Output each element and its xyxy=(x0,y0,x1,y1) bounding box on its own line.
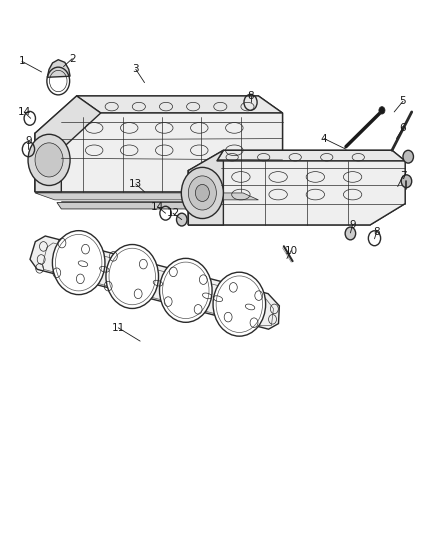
Text: 4: 4 xyxy=(321,134,328,143)
Circle shape xyxy=(213,272,265,336)
Polygon shape xyxy=(217,150,405,161)
Polygon shape xyxy=(188,150,223,225)
Text: 10: 10 xyxy=(285,246,298,255)
Circle shape xyxy=(177,213,187,226)
Text: 2: 2 xyxy=(69,54,76,63)
Polygon shape xyxy=(77,96,283,113)
Text: 3: 3 xyxy=(132,64,139,74)
Polygon shape xyxy=(57,203,272,209)
Text: 1: 1 xyxy=(18,56,25,66)
Circle shape xyxy=(106,245,159,309)
Circle shape xyxy=(28,134,70,185)
Text: 6: 6 xyxy=(399,123,406,133)
Text: 13: 13 xyxy=(129,179,142,189)
Circle shape xyxy=(35,143,63,177)
Text: 8: 8 xyxy=(373,227,380,237)
Text: 5: 5 xyxy=(399,96,406,106)
Text: 14: 14 xyxy=(18,107,31,117)
Text: 7: 7 xyxy=(399,171,406,181)
Circle shape xyxy=(181,167,223,219)
Text: 8: 8 xyxy=(247,91,254,101)
Polygon shape xyxy=(47,60,70,77)
Text: 11: 11 xyxy=(112,323,125,333)
Polygon shape xyxy=(188,150,405,225)
Polygon shape xyxy=(35,113,283,192)
Circle shape xyxy=(403,150,413,163)
Text: 12: 12 xyxy=(166,208,180,218)
Circle shape xyxy=(188,176,216,210)
Polygon shape xyxy=(30,236,279,329)
Circle shape xyxy=(345,227,356,240)
Circle shape xyxy=(401,175,412,188)
Polygon shape xyxy=(35,96,283,192)
Polygon shape xyxy=(35,193,258,200)
Text: 9: 9 xyxy=(25,136,32,146)
Circle shape xyxy=(379,107,385,114)
Text: 9: 9 xyxy=(349,220,356,230)
Circle shape xyxy=(159,259,212,322)
Text: 14: 14 xyxy=(151,202,164,212)
Circle shape xyxy=(195,184,209,201)
Polygon shape xyxy=(35,96,101,192)
Polygon shape xyxy=(188,161,405,225)
Circle shape xyxy=(53,231,105,295)
